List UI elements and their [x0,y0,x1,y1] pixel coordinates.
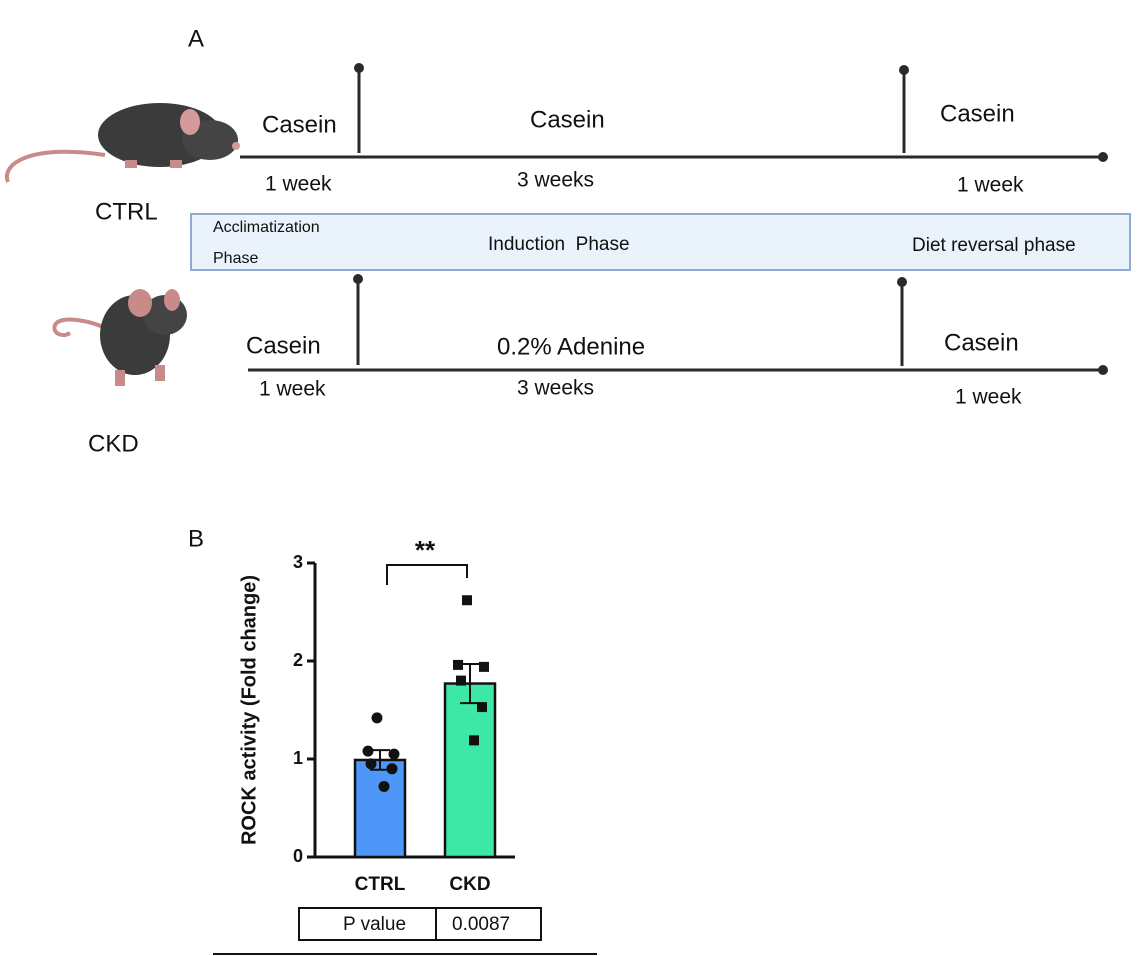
significance-label: ** [415,535,436,565]
y-tick-label: 0 [293,846,303,866]
duration: 1 week [265,173,332,196]
p-table [298,907,542,941]
bar [353,758,407,859]
diet: Casein [246,332,321,359]
error-bar [460,662,480,705]
y-tick-label: 2 [293,650,303,670]
data-point [378,780,390,792]
diet: Casein [940,100,1015,127]
data-point [388,748,400,760]
y-tick-label: 1 [293,748,303,768]
panel-label: B [188,525,204,552]
duration: 1 week [957,174,1024,197]
p-table-value: 0.0087 [452,914,510,935]
data-point [462,595,472,606]
data-point [362,745,374,757]
data-point [469,735,479,746]
phase-name: Induction Phase [488,234,630,255]
y-tick-label: 3 [293,552,303,572]
significance-bracket [386,564,468,585]
x-tick-label: CKD [449,874,490,895]
data-point [456,675,466,686]
duration: 1 week [955,386,1022,409]
phase-name: Acclimatization [213,219,320,236]
phase-name: Diet reversal phase [912,235,1076,256]
panel-label: A [188,25,204,52]
mouse-icon [52,289,187,386]
x-tick-label: CTRL [355,874,406,895]
data-point [371,712,383,724]
phase-box [190,213,1131,271]
y-axis-label: ROCK activity (Fold change) [238,575,260,845]
diet: Casein [944,329,1019,356]
duration: 1 week [259,378,326,401]
group-name: CTRL [95,198,158,225]
p-table-label: P value [343,914,406,935]
data-point [365,758,377,770]
group-name: CKD [88,430,139,457]
duration: 3 weeks [517,169,594,192]
data-point [477,702,487,713]
timeline-dots [353,63,1108,375]
duration: 3 weeks [517,377,594,400]
phase-name: Phase [213,250,258,267]
data-point [453,659,463,670]
data-point [386,763,398,775]
diet: Casein [530,106,605,133]
mouse-icon [4,103,240,183]
diet: 0.2% Adenine [497,333,645,360]
timeline [240,68,1103,372]
bar [443,682,497,859]
diet: Casein [262,111,337,138]
data-point [479,661,489,672]
bar-chart: 0 1 2 3 CTRL CKD ** P value 0.0087 [293,535,542,941]
